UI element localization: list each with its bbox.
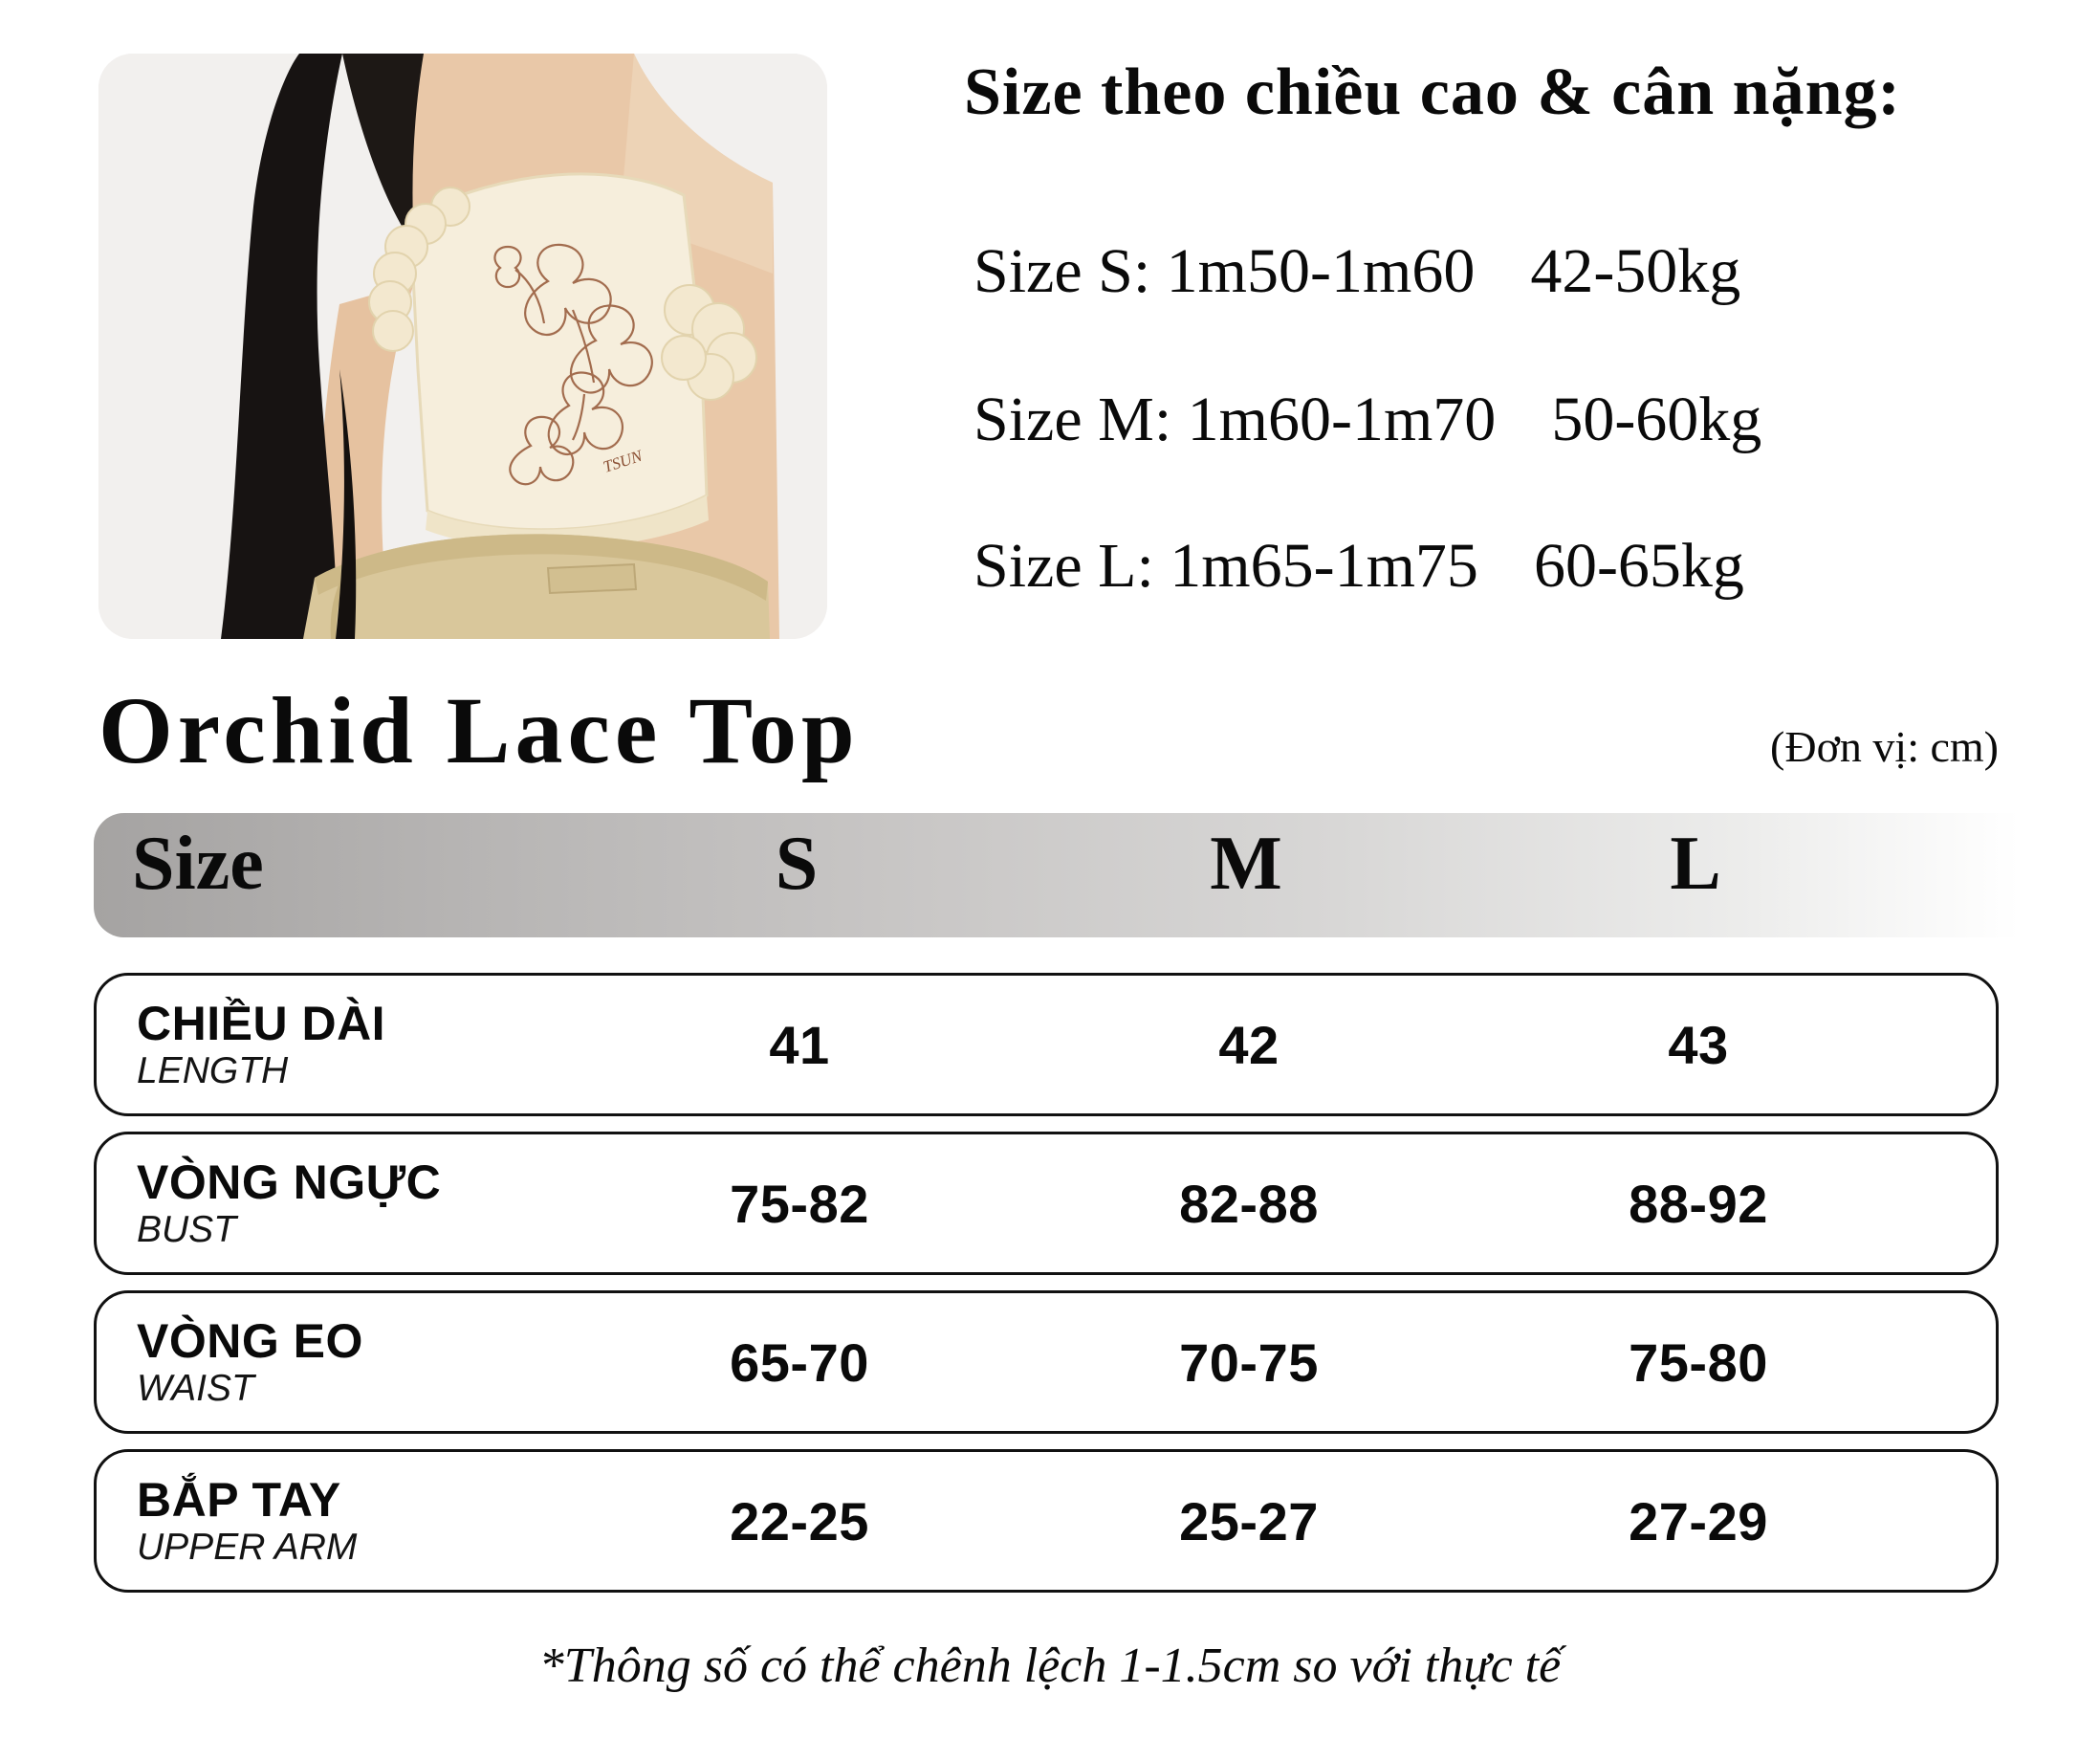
row-label-vi: CHIỀU DÀI bbox=[137, 996, 386, 1050]
size-value-s: 41 bbox=[769, 1014, 830, 1075]
size-value-l: 88-92 bbox=[1629, 1173, 1768, 1234]
product-photo: TSUN bbox=[98, 54, 827, 639]
product-title: Orchid Lace Top bbox=[98, 677, 860, 783]
size-s-range: Size S: 1m50-1m60 bbox=[973, 236, 1476, 306]
product-photo-illustration: TSUN bbox=[98, 54, 827, 639]
size-l-weight: 60-65kg bbox=[1533, 531, 1744, 601]
row-label-en: WAIST bbox=[137, 1367, 254, 1409]
row-label-vi: VÒNG NGỰC bbox=[137, 1155, 442, 1209]
size-value-m: 42 bbox=[1218, 1014, 1280, 1075]
header-size-label: Size bbox=[132, 821, 264, 906]
size-m-range: Size M: 1m60-1m70 bbox=[973, 385, 1497, 454]
size-value-m: 70-75 bbox=[1179, 1331, 1319, 1393]
size-value-m: 82-88 bbox=[1179, 1173, 1319, 1234]
header-column-s: S bbox=[775, 821, 819, 906]
row-label: BẮP TAY UPPER ARM bbox=[97, 1473, 575, 1570]
size-value-l: 27-29 bbox=[1629, 1490, 1768, 1551]
row-label: CHIỀU DÀI LENGTH bbox=[97, 997, 575, 1093]
size-s-weight: 42-50kg bbox=[1530, 236, 1741, 306]
puff-sleeve bbox=[661, 284, 757, 401]
row-label-en: LENGTH bbox=[137, 1049, 289, 1091]
header-column-l: L bbox=[1670, 821, 1721, 906]
model-arm bbox=[316, 283, 414, 639]
row-label-en: BUST bbox=[137, 1208, 237, 1250]
model-hair bbox=[221, 54, 342, 639]
row-label-en: UPPER ARM bbox=[137, 1526, 358, 1568]
row-label: VÒNG NGỰC BUST bbox=[97, 1155, 575, 1252]
row-label-vi: BẮP TAY bbox=[137, 1472, 341, 1527]
size-value-l: 43 bbox=[1668, 1014, 1729, 1075]
size-value-s: 75-82 bbox=[730, 1173, 869, 1234]
table-row-waist: VÒNG EO WAIST 65-70 70-75 75-80 bbox=[94, 1290, 1999, 1434]
size-guide-line-m: Size M: 1m60-1m70 50-60kg bbox=[973, 385, 1761, 455]
size-table-rows: CHIỀU DÀI LENGTH 41 42 43 VÒNG NGỰC BUST… bbox=[94, 973, 1999, 1608]
size-value-l: 75-80 bbox=[1629, 1331, 1768, 1393]
table-row-bust: VÒNG NGỰC BUST 75-82 82-88 88-92 bbox=[94, 1132, 1999, 1275]
size-guide-line-s: Size S: 1m50-1m60 42-50kg bbox=[973, 236, 1741, 307]
size-value-s: 65-70 bbox=[730, 1331, 869, 1393]
size-guide-heading: Size theo chiều cao & cân nặng: bbox=[964, 55, 1901, 129]
size-table-header: Size S M L bbox=[94, 813, 2100, 937]
row-label-vi: VÒNG EO bbox=[137, 1313, 363, 1368]
table-row-length: CHIỀU DÀI LENGTH 41 42 43 bbox=[94, 973, 1999, 1116]
table-row-upper-arm: BẮP TAY UPPER ARM 22-25 25-27 27-29 bbox=[94, 1449, 1999, 1593]
size-m-weight: 50-60kg bbox=[1551, 385, 1762, 454]
footnote: *Thông số có thể chênh lệch 1-1.5cm so v… bbox=[538, 1639, 1562, 1693]
row-label: VÒNG EO WAIST bbox=[97, 1314, 575, 1411]
size-value-m: 25-27 bbox=[1179, 1490, 1319, 1551]
orchid-embroidery bbox=[493, 243, 653, 486]
header-column-m: M bbox=[1210, 821, 1282, 906]
size-l-range: Size L: 1m65-1m75 bbox=[973, 531, 1478, 601]
size-value-s: 22-25 bbox=[730, 1490, 869, 1551]
size-guide-line-l: Size L: 1m65-1m75 60-65kg bbox=[973, 531, 1744, 602]
unit-note: (Đơn vị: cm) bbox=[1770, 722, 1999, 771]
braided-strap bbox=[368, 187, 470, 352]
